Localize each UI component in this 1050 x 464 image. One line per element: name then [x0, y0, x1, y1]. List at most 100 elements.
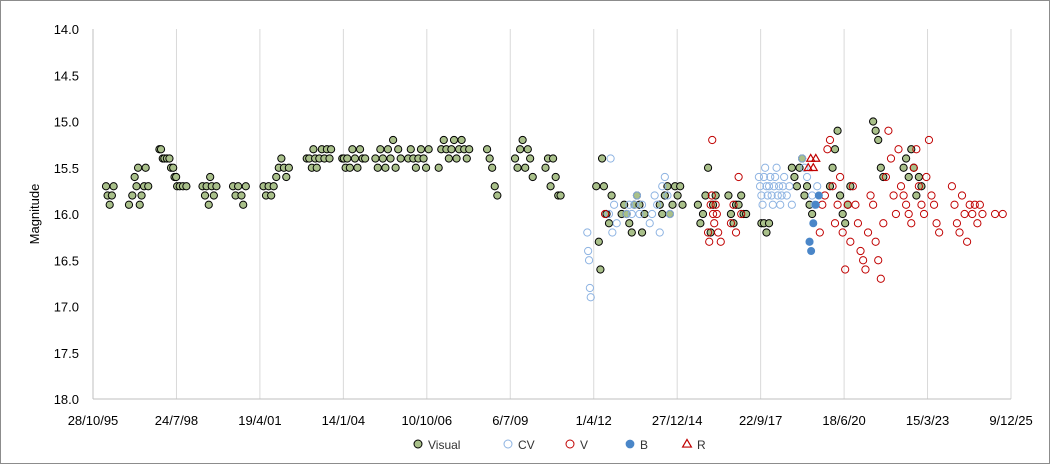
data-point-v	[896, 182, 906, 191]
data-point-visual	[737, 191, 746, 200]
data-point-visual	[790, 172, 799, 182]
data-point-v	[856, 246, 865, 256]
data-point-v	[914, 182, 923, 191]
data-point-visual	[488, 163, 497, 172]
x-tick-label: 10/10/06	[402, 413, 453, 428]
data-point-v	[884, 126, 893, 135]
legend: Visual CV V B R	[413, 438, 706, 452]
data-point-visual	[137, 191, 146, 200]
data-point-v	[863, 228, 873, 237]
y-tick-label: 15.5	[54, 161, 79, 176]
data-point-v	[861, 265, 870, 274]
data-point-visual	[272, 172, 281, 182]
x-tick-label: 24/7/98	[155, 413, 198, 428]
data-point-visual	[696, 219, 705, 228]
y-tick-label: 15.0	[54, 115, 79, 130]
data-point-visual	[239, 200, 248, 209]
x-tick-label: 14/1/04	[322, 413, 365, 428]
data-point-visual	[841, 219, 850, 228]
data-point-v	[924, 135, 934, 145]
data-point-v	[891, 209, 901, 219]
data-point-v	[955, 228, 964, 237]
data-point-visual	[764, 219, 774, 228]
data-point-v	[712, 209, 721, 219]
data-point-visual	[381, 163, 390, 172]
data-point-v	[990, 209, 1000, 219]
data-point-cv	[609, 200, 619, 209]
data-point-v	[970, 200, 979, 209]
data-point-visual	[597, 154, 607, 163]
data-point-cv	[632, 191, 642, 200]
data-point-cv	[769, 182, 779, 191]
data-point-v	[919, 209, 929, 219]
data-point-v	[711, 200, 720, 209]
data-point-visual	[917, 182, 926, 191]
data-point-v	[841, 265, 850, 274]
data-point-v	[879, 219, 888, 228]
data-point-cv	[763, 191, 772, 200]
data-point-v	[917, 200, 926, 209]
x-tick-label: 18/6/20	[822, 413, 865, 428]
data-point-cv	[635, 209, 644, 219]
data-point-cv	[782, 191, 791, 200]
data-point-visual	[914, 172, 923, 182]
data-point-b	[814, 191, 823, 200]
data-point-visual	[808, 209, 817, 219]
data-point-visual	[513, 163, 522, 172]
data-point-cv	[766, 172, 775, 182]
series-b	[805, 191, 823, 255]
data-point-visual	[625, 219, 634, 228]
series-cv	[583, 154, 822, 302]
data-point-visual	[101, 182, 111, 191]
data-point-v	[734, 172, 743, 182]
data-point-visual	[411, 163, 420, 172]
y-tick-label: 14.5	[54, 68, 79, 83]
data-point-visual	[326, 145, 336, 154]
data-point-cv	[622, 209, 631, 219]
data-point-visual	[267, 191, 276, 200]
data-point-visual	[693, 200, 702, 209]
data-point-visual	[200, 191, 210, 200]
data-point-v	[825, 135, 835, 145]
data-point-v	[731, 228, 741, 237]
data-point-visual	[703, 163, 713, 172]
data-point-v	[922, 172, 931, 182]
data-point-v	[874, 256, 883, 265]
data-point-visual	[237, 191, 246, 200]
data-point-cv	[637, 200, 647, 209]
data-point-visual	[124, 200, 134, 209]
data-point-v	[957, 191, 967, 200]
data-point-visual	[434, 163, 443, 172]
data-point-v	[899, 191, 908, 200]
data-point-cv	[586, 293, 595, 302]
data-point-v	[838, 228, 847, 237]
data-point-visual	[526, 154, 535, 163]
data-point-v	[881, 172, 891, 182]
data-point-visual	[548, 154, 558, 163]
data-point-v	[904, 209, 913, 219]
data-point-cv	[647, 209, 657, 219]
data-point-visual	[485, 154, 494, 163]
legend-marker-cv	[503, 439, 513, 449]
data-point-v	[716, 237, 725, 246]
data-point-visual	[835, 191, 845, 200]
data-point-visual	[901, 154, 911, 163]
data-point-visual	[133, 163, 143, 172]
data-point-cv	[665, 209, 675, 219]
data-point-visual	[637, 228, 647, 237]
data-point-cv	[583, 228, 592, 237]
data-point-visual	[361, 154, 370, 163]
data-point-visual	[156, 145, 166, 154]
data-point-v	[859, 256, 868, 265]
data-point-visual	[658, 209, 667, 219]
data-point-cv	[761, 163, 770, 172]
data-point-visual	[386, 154, 395, 163]
data-point-visual	[551, 172, 560, 182]
data-point-cv	[608, 228, 617, 237]
data-point-cv	[663, 191, 672, 200]
legend-marker-r	[681, 438, 693, 448]
data-point-visual	[132, 182, 141, 191]
data-point-cv	[754, 172, 763, 182]
